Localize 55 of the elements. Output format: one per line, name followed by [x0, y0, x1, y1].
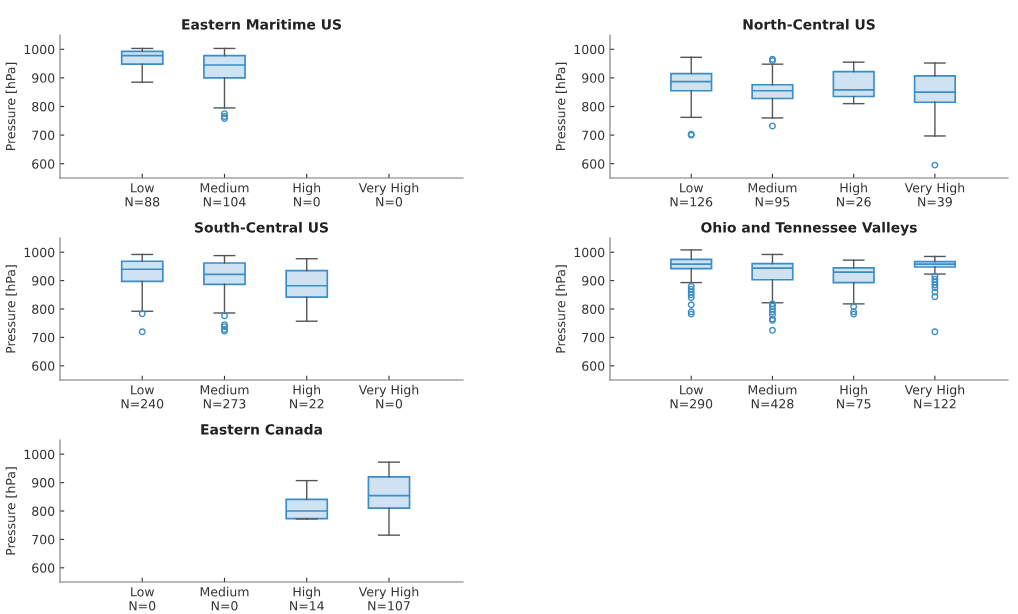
y-tick-label: 1000 — [574, 247, 605, 258]
y-tick-label: 1000 — [24, 247, 55, 258]
x-tick-label: Medium N=104 — [200, 182, 249, 207]
x-tick-label: High N=26 — [837, 182, 871, 207]
y-tick-label: 700 — [32, 534, 55, 545]
x-tick-label: Very High N=107 — [358, 586, 419, 611]
x-tick-label: Medium N=0 — [200, 586, 249, 611]
y-tick-label: 900 — [32, 478, 55, 488]
y-tick-label: 600 — [582, 159, 605, 169]
chart-title: Eastern Maritime US — [182, 18, 341, 30]
x-tick-label: Low N=240 — [121, 385, 164, 409]
y-tick-label: 800 — [582, 304, 605, 314]
y-tick-label: 900 — [32, 276, 55, 286]
y-axis-title: Pressure [hPa] — [5, 265, 17, 353]
x-tick-label: Low N=0 — [129, 587, 156, 611]
x-tick-label: Very High N=0 — [358, 384, 419, 409]
y-tick-label: 600 — [32, 361, 55, 371]
y-axis-title: Pressure [hPa] — [5, 62, 17, 151]
y-tick-label: 600 — [32, 563, 55, 573]
chart-title: North-Central US — [743, 18, 875, 30]
x-tick-label: Very High N=0 — [358, 182, 419, 207]
x-tick-label: High N=75 — [837, 384, 871, 409]
y-tick-label: 700 — [32, 332, 55, 343]
x-tick-label: Medium N=428 — [748, 384, 797, 409]
y-tick-label: 900 — [32, 73, 55, 83]
y-tick-label: 700 — [32, 130, 55, 141]
chart-title: South-Central US — [195, 221, 328, 233]
y-tick-label: 800 — [32, 506, 55, 516]
y-tick-label: 800 — [32, 304, 55, 314]
x-tick-label: Low N=290 — [670, 385, 713, 409]
x-tick-label: High N=22 — [290, 384, 324, 409]
y-tick-label: 600 — [582, 361, 605, 371]
chart-title: Ohio and Tennessee Valleys — [701, 221, 917, 236]
x-tick-label: High N=14 — [290, 586, 324, 611]
x-tick-label: Medium N=95 — [748, 182, 797, 207]
y-tick-label: 900 — [582, 276, 605, 286]
y-tick-label: 800 — [32, 101, 55, 112]
x-tick-label: Medium N=273 — [200, 384, 249, 409]
y-axis-title: Pressure [hPa] — [5, 467, 17, 555]
y-tick-label: 900 — [582, 73, 605, 83]
y-tick-label: 700 — [582, 332, 605, 343]
x-tick-label: Very High N=39 — [904, 182, 965, 207]
y-axis-title: Pressure [hPa] — [555, 62, 567, 151]
y-axis-title: Pressure [hPa] — [555, 265, 567, 353]
y-tick-label: 700 — [582, 130, 605, 141]
y-tick-label: 1000 — [24, 44, 55, 55]
y-tick-label: 1000 — [574, 44, 605, 55]
chart-title: Eastern Canada — [201, 423, 322, 435]
y-tick-label: 600 — [32, 159, 55, 169]
y-tick-label: 800 — [582, 101, 605, 112]
y-tick-label: 1000 — [24, 449, 55, 460]
x-tick-label: Low N=88 — [125, 183, 160, 207]
x-tick-label: Low N=126 — [670, 183, 713, 207]
x-tick-label: Very High N=122 — [904, 384, 965, 409]
x-tick-label: High N=0 — [293, 182, 321, 207]
